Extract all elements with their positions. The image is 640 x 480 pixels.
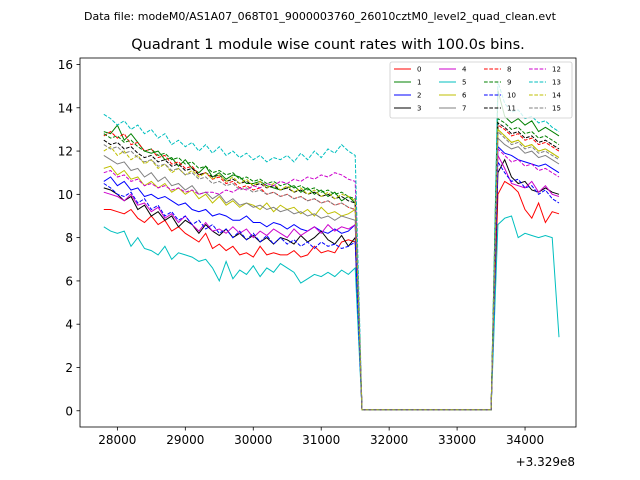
x-tick-label: 30000: [234, 433, 272, 447]
legend-label-10: 10: [507, 92, 516, 100]
legend-label-12: 12: [552, 66, 561, 74]
legend-box: [389, 61, 573, 119]
legend-label-3: 3: [417, 105, 421, 113]
plot-area: [103, 81, 560, 411]
series-line-9: [103, 117, 560, 411]
legend-label-9: 9: [507, 79, 511, 87]
legend-label-15: 15: [552, 105, 561, 113]
y-tick-label: 2: [65, 361, 73, 375]
axes-frame: [79, 57, 577, 428]
legend-label-0: 0: [417, 66, 421, 74]
x-tick-label: 32000: [370, 433, 408, 447]
chart-title: Quadrant 1 module wise count rates with …: [131, 37, 525, 53]
legend-label-4: 4: [462, 66, 467, 74]
x-tick-label: 33000: [438, 433, 476, 447]
x-tick-label: 29000: [166, 433, 204, 447]
legend-label-7: 7: [462, 105, 466, 113]
y-tick-label: 0: [65, 404, 73, 418]
legend-label-1: 1: [417, 79, 421, 87]
figure-suptitle: Data file: modeM0/AS1A07_068T01_90000037…: [84, 10, 557, 23]
y-tick-label: 14: [58, 101, 73, 115]
series-line-11: [103, 121, 560, 411]
x-offset-label: +3.329e8: [516, 455, 575, 469]
legend-label-6: 6: [462, 92, 467, 100]
x-tick-label: 31000: [302, 433, 340, 447]
legend-label-8: 8: [507, 66, 511, 74]
legend-label-5: 5: [462, 79, 466, 87]
legend-label-14: 14: [552, 92, 561, 100]
axes: 28000 29000 30000 31000 32000 33000 34000 0 2 4 6 8…: [58, 57, 577, 447]
y-tick-label: 16: [58, 58, 73, 72]
series-line-15: [103, 130, 560, 411]
legend-label-13: 13: [552, 79, 561, 87]
series-line-14: [103, 128, 560, 411]
legend-label-2: 2: [417, 92, 421, 100]
y-tick-label: 8: [65, 231, 73, 245]
y-tick-label: 12: [58, 145, 73, 159]
y-tick-label: 4: [65, 318, 73, 332]
x-tick-label: 28000: [98, 433, 136, 447]
x-tick-label: 34000: [506, 433, 544, 447]
y-tick-label: 6: [65, 274, 73, 288]
y-tick-label: 10: [58, 188, 73, 202]
legend-label-11: 11: [507, 105, 516, 113]
